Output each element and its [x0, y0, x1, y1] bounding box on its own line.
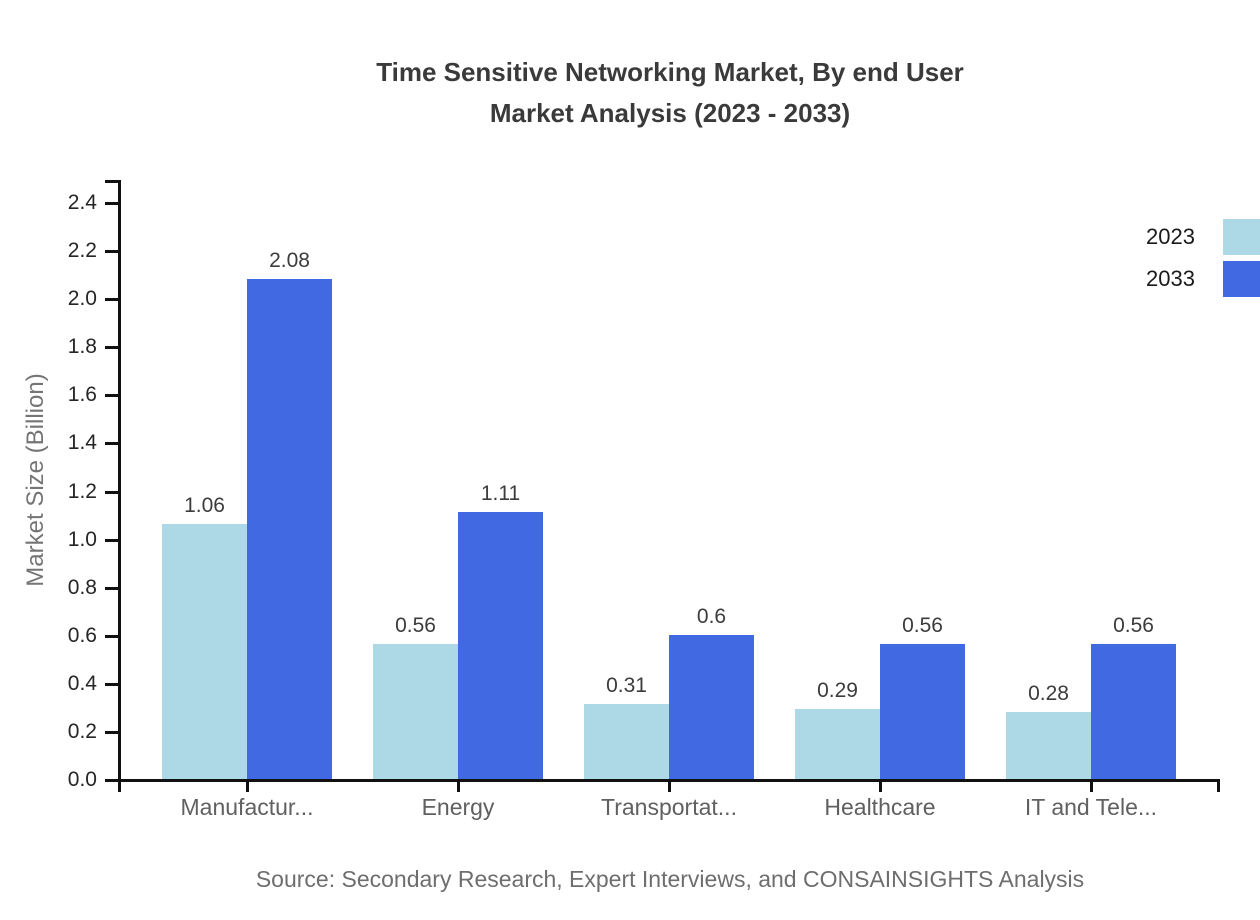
bar-2033-4 [880, 644, 965, 779]
bar-value-label: 0.6 [696, 604, 727, 628]
x-category-label: Healthcare [824, 794, 936, 820]
source-note: Source: Secondary Research, Expert Inter… [255, 866, 1085, 892]
y-tick [105, 586, 118, 590]
bar-value-label: 0.29 [817, 679, 858, 703]
y-tick [105, 250, 118, 254]
y-axis-top-cap [105, 180, 118, 183]
x-tick [879, 779, 882, 792]
y-tick [105, 394, 118, 398]
legend: 2023 2033 [1146, 219, 1260, 303]
x-category-label: Manufactur... [180, 794, 314, 820]
chart-title-line1: Time Sensitive Networking Market, By end… [376, 57, 964, 87]
bar-value-label: 0.56 [1113, 614, 1154, 638]
y-tick-label: 1.6 [67, 383, 97, 407]
x-tick [457, 779, 460, 792]
legend-item-2033: 2033 [1146, 261, 1260, 297]
bar-value-label: 0.31 [606, 674, 647, 698]
y-tick [105, 682, 118, 686]
y-tick [105, 538, 118, 542]
y-tick [105, 730, 118, 734]
bar-2033-2 [458, 512, 543, 779]
y-tick-label: 1.4 [67, 431, 97, 455]
y-axis-spine [118, 180, 121, 792]
x-tick [668, 779, 671, 792]
bar-2023-1 [162, 524, 247, 779]
bar-2033-5 [1091, 644, 1176, 779]
bar-2033-3 [669, 634, 754, 779]
x-category-label: Transportat... [601, 794, 737, 820]
y-tick [105, 298, 118, 302]
y-tick [105, 346, 118, 350]
chart-title-line2: Market Analysis (2023 - 2033) [489, 98, 851, 128]
legend-swatch [1223, 219, 1260, 255]
y-tick [105, 779, 118, 782]
y-tick-label: 2.4 [67, 191, 97, 215]
x-axis-spine [105, 779, 1220, 782]
bar-value-label: 0.56 [395, 614, 436, 638]
legend-label: 2023 [1146, 224, 1195, 249]
x-category-label: IT and Tele... [1024, 794, 1158, 820]
x-tick [1090, 779, 1093, 792]
y-tick-label: 0.6 [67, 623, 97, 647]
bar-2033-1 [247, 278, 332, 779]
y-tick [105, 442, 118, 446]
bar-2023-4 [795, 709, 880, 779]
y-tick-label: 1.8 [67, 335, 97, 359]
bar-value-label: 1.11 [480, 482, 521, 506]
bar-value-label: 0.56 [902, 614, 943, 638]
y-tick-label: 0.0 [67, 768, 97, 791]
legend-label: 2033 [1146, 266, 1195, 291]
legend-item-2023: 2023 [1146, 219, 1260, 255]
x-category-label: Energy [421, 794, 495, 820]
y-tick-label: 2.0 [67, 287, 97, 311]
x-tick [246, 779, 249, 792]
y-tick [105, 490, 118, 494]
y-tick [105, 634, 118, 638]
y-tick-label: 0.4 [67, 671, 97, 695]
y-tick-label: 0.8 [67, 575, 97, 599]
bar-value-label: 2.08 [269, 248, 310, 272]
bar-value-label: 0.28 [1028, 681, 1069, 705]
y-tick-label: 0.2 [67, 719, 97, 743]
y-tick-label: 1.2 [67, 479, 97, 503]
bar-value-label: 1.06 [184, 494, 225, 518]
x-axis-end-tick [1217, 779, 1220, 792]
chart-title: Time Sensitive Networking Market, By end… [120, 52, 1220, 134]
y-tick-label: 2.2 [67, 239, 97, 263]
bar-2023-5 [1006, 711, 1091, 779]
bar-2023-3 [584, 704, 669, 779]
y-tick-label: 1.0 [67, 527, 97, 551]
legend-swatch [1223, 261, 1260, 297]
y-tick [105, 202, 118, 206]
bar-2023-2 [373, 644, 458, 779]
